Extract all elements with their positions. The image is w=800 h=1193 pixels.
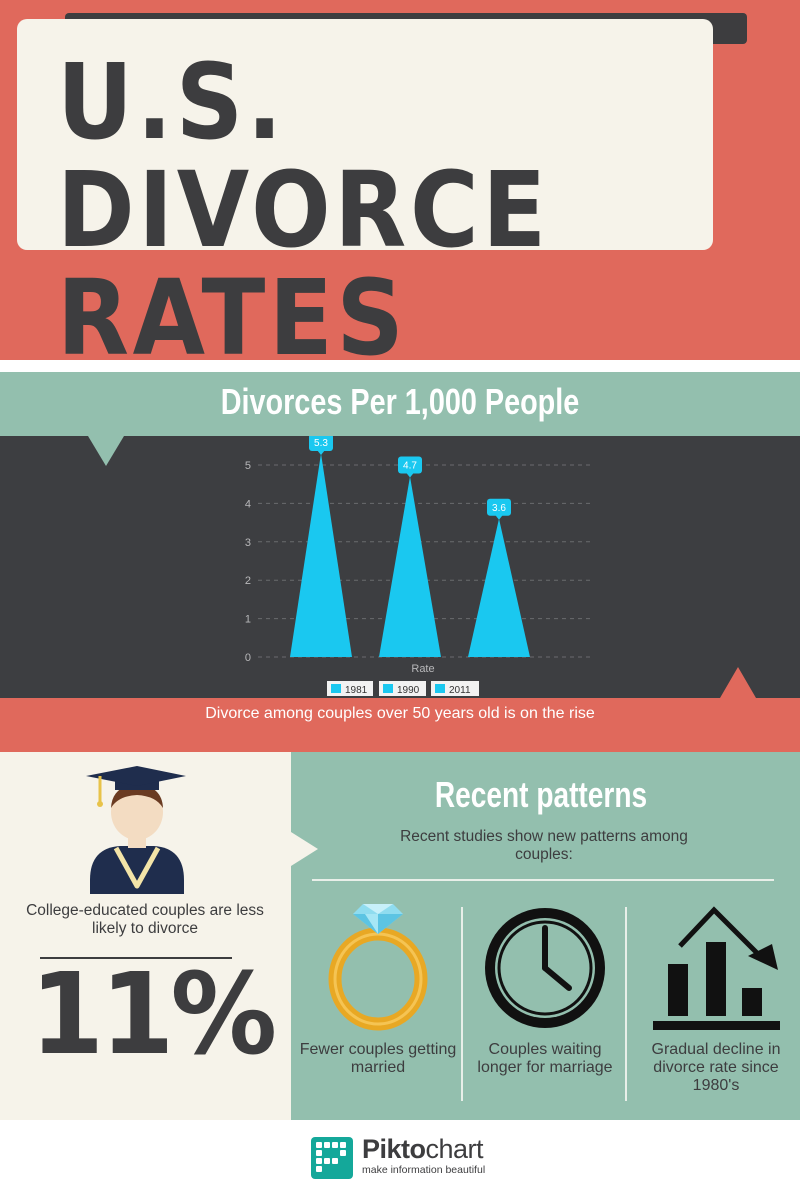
chart-notch-down xyxy=(88,436,124,466)
college-stat: 11% xyxy=(30,950,277,1080)
graduate-icon xyxy=(86,766,186,894)
footer xyxy=(0,1120,800,1193)
data-label-bubble xyxy=(487,498,511,516)
header-card xyxy=(17,19,713,250)
bar-1990 xyxy=(379,476,441,657)
piktochart-tagline: make information beautiful xyxy=(362,1164,486,1176)
title-line-1: U.S. DIVORCE xyxy=(57,41,550,271)
legend-swatch xyxy=(383,684,393,693)
chart-title: Divorces Per 1,000 People xyxy=(220,381,580,422)
ring-icon xyxy=(328,904,428,1031)
patterns-notch xyxy=(291,832,318,866)
divorce-rate-chart: 0 1 2 3 4 5 5.3 4.7 3.6 Rate 1981 1990 2011 xyxy=(245,436,592,696)
data-label-pointer xyxy=(495,514,503,520)
y-tick-label: 1 xyxy=(245,614,251,626)
data-label: 4.7 xyxy=(403,461,417,472)
y-tick-label: 2 xyxy=(245,575,251,587)
patterns-intro: Recent studies show new patterns among c… xyxy=(400,828,688,863)
legend-label: 1981 xyxy=(345,685,368,696)
data-label-pointer xyxy=(317,450,325,455)
patterns-divider xyxy=(312,879,774,881)
legend-swatch xyxy=(435,684,445,693)
college-divider xyxy=(40,957,232,959)
chart-notch-up xyxy=(720,667,756,698)
y-tick-label: 0 xyxy=(245,652,251,664)
piktochart-wordmark[interactable]: Piktochart xyxy=(362,1134,484,1164)
chart-title-band xyxy=(0,372,800,436)
pattern-separator xyxy=(625,907,627,1101)
patterns-title: Recent patterns xyxy=(434,774,648,815)
y-tick-label: 4 xyxy=(245,498,251,510)
college-text: College-educated couples are less likely… xyxy=(26,902,264,937)
page-title: U.S. DIVORCE RATES xyxy=(57,48,687,372)
data-label-bubble xyxy=(309,436,333,451)
pattern-caption-3: Gradual decline in divorce rate since 19… xyxy=(651,1041,781,1094)
brand-light: chart xyxy=(425,1134,484,1164)
y-tick-label: 3 xyxy=(245,537,251,549)
clock-icon xyxy=(485,908,605,1028)
y-tick-label: 5 xyxy=(245,460,251,472)
pattern-separator xyxy=(461,907,463,1101)
subline-text: Divorce among couples over 50 years old … xyxy=(205,705,595,722)
brand-bold: Pikto xyxy=(362,1134,426,1164)
legend-label: 1990 xyxy=(397,685,420,696)
x-axis-label: Rate xyxy=(411,663,434,675)
data-label: 5.3 xyxy=(314,438,328,449)
piktochart-logo-icon xyxy=(311,1137,353,1179)
legend-label: 2011 xyxy=(449,685,471,696)
title-line-2: RATES xyxy=(57,257,408,379)
subline-band xyxy=(0,698,800,752)
data-label: 3.6 xyxy=(492,503,506,514)
pattern-caption-2: Couples waiting longer for marriage xyxy=(477,1041,613,1076)
data-label-bubble xyxy=(398,456,422,474)
data-label-pointer xyxy=(406,472,414,478)
legend-swatch xyxy=(331,684,341,693)
pattern-caption-1: Fewer couples getting married xyxy=(299,1041,457,1076)
decline-chart-icon xyxy=(653,906,780,1030)
bar-1981 xyxy=(290,453,352,657)
bar-2011 xyxy=(468,518,530,657)
